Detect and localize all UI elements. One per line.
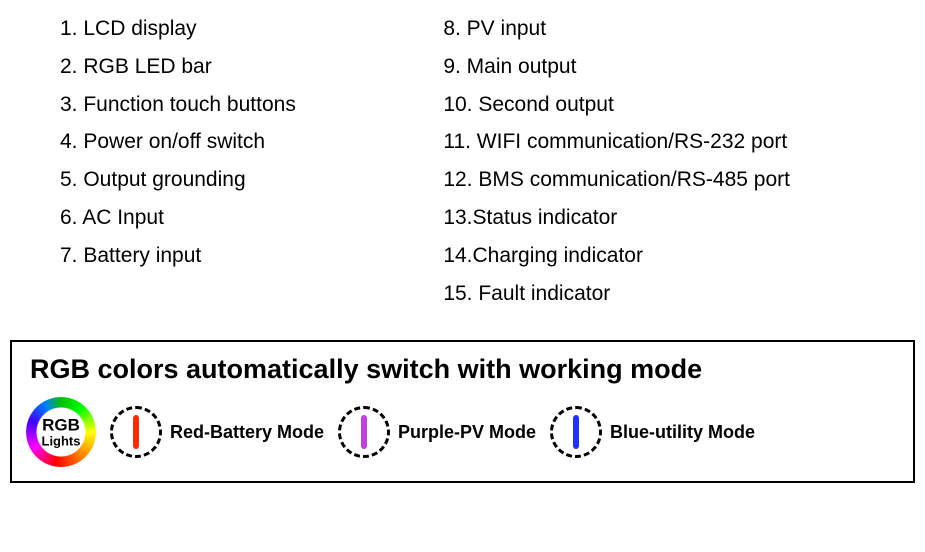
list-right: 8. PV input 9. Main output 10. Second ou… (443, 10, 865, 312)
list-item: 7. Battery input (60, 237, 443, 275)
rgb-title: RGB colors automatically switch with wor… (30, 354, 899, 385)
list-item: 1. LCD display (60, 10, 443, 48)
list-item: 11. WIFI communication/RS-232 port (443, 123, 865, 161)
mode-bar-icon (573, 415, 579, 449)
list-left: 1. LCD display 2. RGB LED bar 3. Functio… (60, 10, 443, 312)
list-item: 15. Fault indicator (443, 275, 865, 313)
mode-red: Red-Battery Mode (110, 406, 324, 458)
mode-bar-icon (133, 415, 139, 449)
list-item: 2. RGB LED bar (60, 48, 443, 86)
list-item: 9. Main output (443, 48, 865, 86)
mode-label: Blue-utility Mode (610, 422, 755, 443)
mode-bar-icon (361, 415, 367, 449)
rgb-ring-icon: RGB Lights (26, 397, 96, 467)
mode-icon (110, 406, 162, 458)
list-item: 5. Output grounding (60, 161, 443, 199)
mode-purple: Purple-PV Mode (338, 406, 536, 458)
mode-icon (550, 406, 602, 458)
rgb-modes-row: RGB Lights Red-Battery Mode Purple-PV Mo… (26, 397, 899, 467)
rgb-ring-text: RGB Lights (42, 417, 81, 448)
list-item: 12. BMS communication/RS-485 port (443, 161, 865, 199)
mode-icon (338, 406, 390, 458)
list-item: 13.Status indicator (443, 199, 865, 237)
list-item: 8. PV input (443, 10, 865, 48)
list-item: 10. Second output (443, 86, 865, 124)
list-item: 14.Charging indicator (443, 237, 865, 275)
list-item: 6. AC Input (60, 199, 443, 237)
mode-label: Red-Battery Mode (170, 422, 324, 443)
list-item: 3. Function touch buttons (60, 86, 443, 124)
list-item: 4. Power on/off switch (60, 123, 443, 161)
mode-label: Purple-PV Mode (398, 422, 536, 443)
feature-lists: 1. LCD display 2. RGB LED bar 3. Functio… (0, 0, 925, 332)
mode-blue: Blue-utility Mode (550, 406, 755, 458)
rgb-lights-ring: RGB Lights (26, 397, 96, 467)
rgb-mode-box: RGB colors automatically switch with wor… (10, 340, 915, 483)
